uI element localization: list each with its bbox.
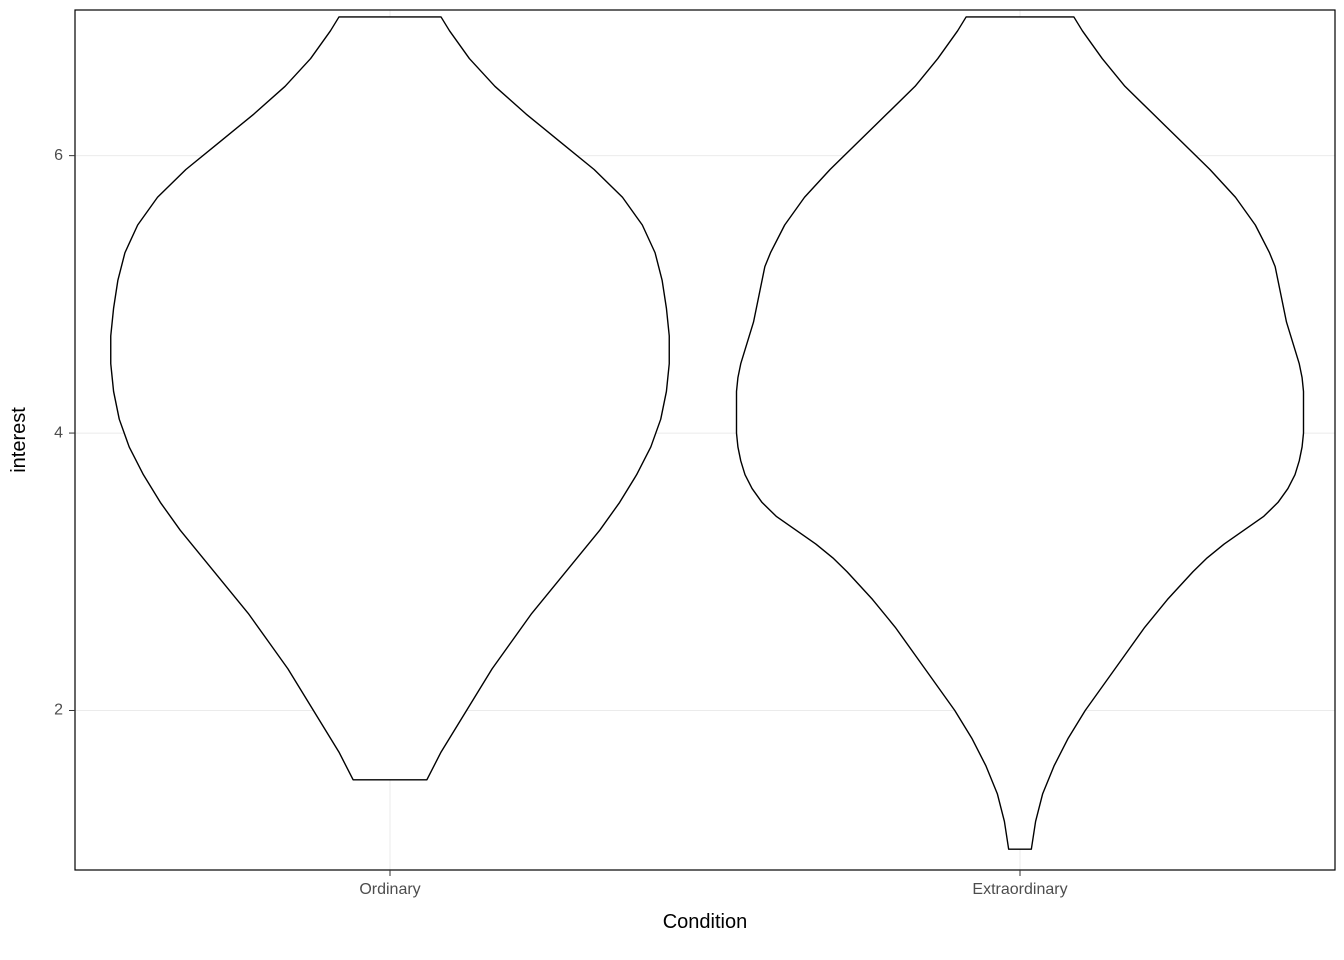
- y-tick-label: 4: [54, 424, 63, 441]
- violin-chart: 2 4 6 Ordinary Extraordinary interest Conditio…: [0, 0, 1344, 960]
- y-tick-label: 2: [54, 702, 63, 719]
- x-axis-title: Condition: [663, 911, 748, 933]
- x-tick-label: Ordinary: [359, 881, 420, 898]
- x-tick-label: Extraordinary: [972, 881, 1067, 898]
- y-tick-label: 6: [54, 147, 63, 164]
- chart-svg: 2 4 6 Ordinary Extraordinary interest Conditio…: [0, 0, 1344, 960]
- y-axis-title: interest: [8, 407, 30, 473]
